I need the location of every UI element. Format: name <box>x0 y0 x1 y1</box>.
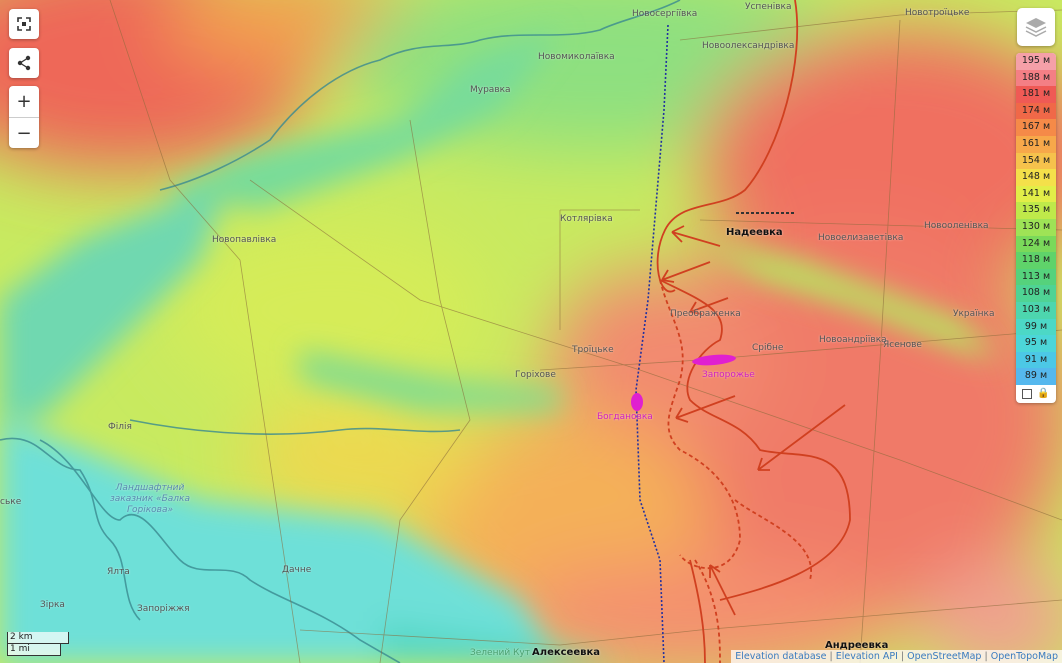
share-button[interactable] <box>9 48 39 78</box>
place-label: Зелений Кут <box>470 648 530 658</box>
place-label: Новомиколаївка <box>538 52 615 62</box>
zoom-out-button[interactable]: − <box>9 117 39 149</box>
elevation-legend: 195 м 188 м 181 м 174 м 167 м 161 м 154 м 148 м… <box>1016 53 1056 403</box>
layers-icon <box>1025 18 1047 37</box>
legend-item: 130 м <box>1016 218 1056 236</box>
attribution-link[interactable]: Elevation API <box>835 651 898 662</box>
legend-item: 174 м <box>1016 102 1056 120</box>
place-label: Новопавлівка <box>212 235 277 245</box>
place-label: Горіхове <box>515 370 556 380</box>
legend-item: 181 м <box>1016 86 1056 103</box>
attribution: Elevation database | Elevation API | Ope… <box>731 650 1062 663</box>
place-label: Муравка <box>470 85 511 95</box>
place-label: ське <box>0 497 22 507</box>
legend-item: 108 м <box>1016 285 1056 302</box>
place-label: Зірка <box>40 600 65 610</box>
highlighted-areas <box>631 354 736 411</box>
rivers <box>0 0 681 663</box>
legend-item: 118 м <box>1016 252 1056 269</box>
legend-item: 91 м <box>1016 351 1056 369</box>
attack-arrows <box>661 225 846 616</box>
place-label: Новотроїцьке <box>905 8 970 18</box>
place-label: Преображенка <box>670 309 741 319</box>
fullscreen-button[interactable] <box>9 9 39 39</box>
place-label: Надеевка <box>726 227 783 238</box>
place-label: Богдановка <box>597 412 653 422</box>
place-label: Дачне <box>282 565 312 575</box>
legend-item: 148 м <box>1016 169 1056 186</box>
legend-item: 167 м <box>1016 119 1056 136</box>
place-label: Успенівка <box>745 2 792 12</box>
legend-checkbox[interactable] <box>1022 388 1033 399</box>
legend-item: 141 м <box>1016 185 1056 203</box>
layers-button[interactable] <box>1017 8 1055 46</box>
place-label: Котлярівка <box>560 214 613 224</box>
place-label: Срібне <box>752 343 784 353</box>
attribution-link[interactable]: OpenStreetMap <box>907 651 982 662</box>
legend-item: 195 м <box>1016 53 1056 70</box>
attribution-link[interactable]: Elevation database <box>735 651 827 662</box>
place-label: Філія <box>108 422 132 432</box>
legend-item: 113 м <box>1016 268 1056 286</box>
place-label: Ясенове <box>883 340 922 350</box>
roads <box>109 0 1062 663</box>
place-label: Новооленівка <box>924 221 989 231</box>
legend-footer: 🔒 <box>1016 385 1056 403</box>
place-label: Андреевка <box>825 640 889 651</box>
scale-mi: 1 mi <box>7 644 61 656</box>
frontline <box>656 0 851 663</box>
zoom-in-button[interactable]: + <box>16 91 32 112</box>
legend-item: 188 м <box>1016 69 1056 87</box>
legend-item: 99 м <box>1016 318 1056 336</box>
zoom-control: + − <box>9 86 39 148</box>
fullscreen-icon <box>17 17 31 31</box>
place-label: Новоолександрівка <box>702 41 795 51</box>
place-label: Новоандріївка <box>819 335 887 345</box>
boundary-line <box>635 24 669 663</box>
place-label: Запоріжжя <box>137 604 190 614</box>
scale-bar: 2 km 1 mi <box>7 632 69 656</box>
attribution-link[interactable]: OpenTopoMap <box>990 651 1058 662</box>
place-label: Троїцьке <box>572 345 614 355</box>
lock-icon[interactable]: 🔒 <box>1037 388 1050 400</box>
legend-item: 135 м <box>1016 202 1056 219</box>
reserve-label: Ландшафтний заказник «Балка Горікова» <box>109 483 190 515</box>
place-label: Запорожье <box>702 370 755 380</box>
place-label: Українка <box>953 309 995 319</box>
legend-item: 89 м <box>1016 368 1056 385</box>
scale-km: 2 km <box>7 632 69 644</box>
share-icon <box>17 55 31 71</box>
legend-item: 124 м <box>1016 235 1056 253</box>
legend-item: 154 м <box>1016 152 1056 170</box>
legend-item: 161 м <box>1016 135 1056 153</box>
legend-item: 95 м <box>1016 335 1056 352</box>
place-label: Новосергіївка <box>632 9 698 19</box>
place-label: Алексеевка <box>532 647 600 658</box>
place-label: Новоелизаветівка <box>818 233 904 243</box>
place-label: Ялта <box>107 567 130 577</box>
legend-item: 103 м <box>1016 301 1056 319</box>
